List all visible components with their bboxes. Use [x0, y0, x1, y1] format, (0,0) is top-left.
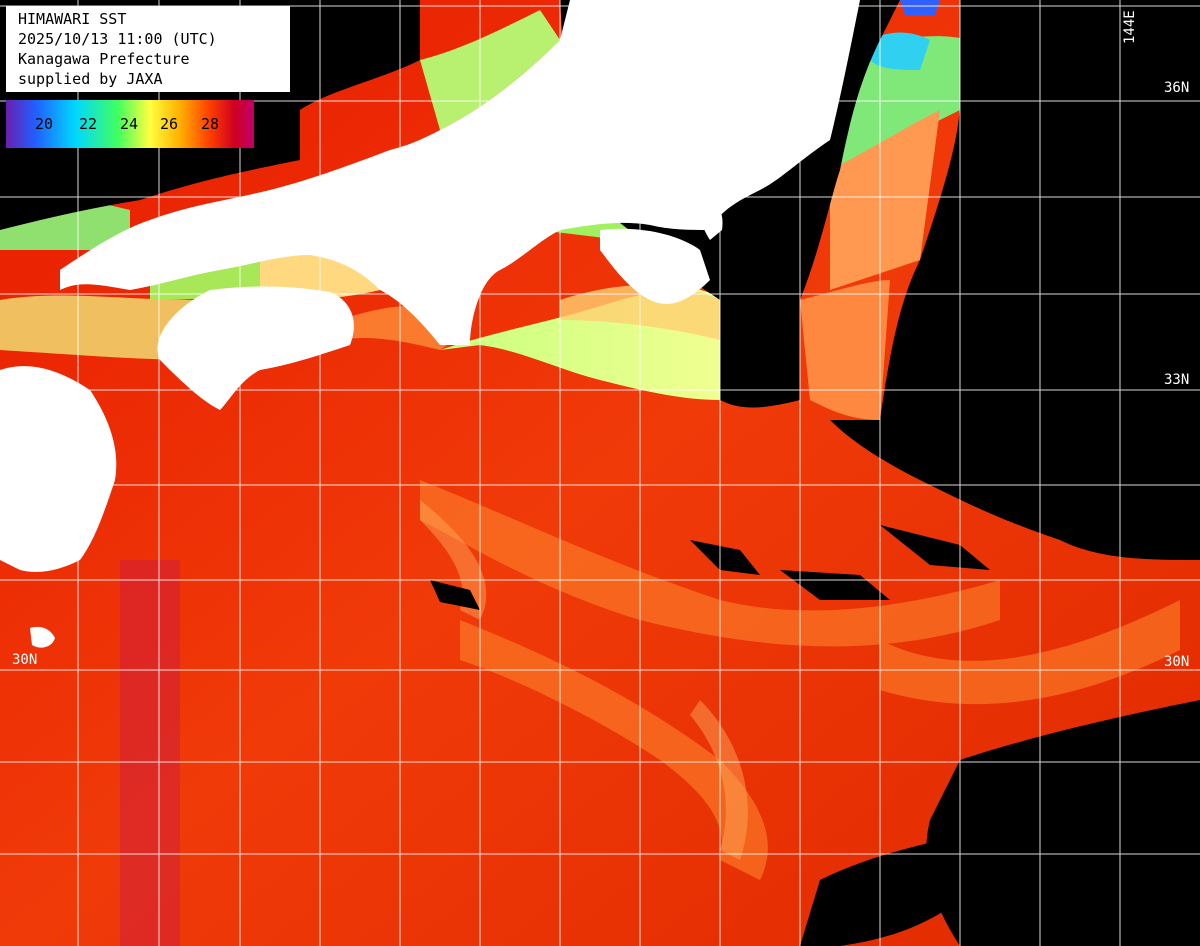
lat-label-30n-right: 30N [1164, 654, 1190, 670]
legend-tick-20: 20 [35, 115, 54, 133]
temperature-legend: 20 22 24 26 28 [6, 100, 254, 148]
lat-label-33n: 33N [1164, 372, 1190, 388]
legend-tick-24: 24 [120, 115, 139, 133]
tanegashima-land [30, 626, 55, 648]
land-mask [0, 0, 860, 648]
lat-label-36n: 36N [1164, 80, 1190, 96]
kii-peninsula-land [600, 228, 710, 304]
observation-datetime: 2025/10/13 11:00 (UTC) [18, 30, 217, 48]
legend-tick-22: 22 [79, 115, 98, 133]
kyushu-land [0, 366, 117, 572]
legend-tick-26: 26 [160, 115, 179, 133]
hot-patch [120, 560, 180, 946]
honshu-land [60, 0, 860, 345]
region-name: Kanagawa Prefecture [18, 50, 190, 68]
legend-tick-28: 28 [201, 115, 220, 133]
info-box: HIMAWARI SST 2025/10/13 11:00 (UTC) Kana… [6, 6, 290, 92]
product-title: HIMAWARI SST [18, 10, 127, 28]
shikoku-land [157, 286, 354, 410]
lat-label-30n-left: 30N [12, 652, 38, 668]
lon-label-144e: 144E [1122, 10, 1138, 44]
legend-color-bar [6, 100, 254, 148]
data-source: supplied by JAXA [18, 70, 163, 88]
sst-filaments [420, 480, 1180, 880]
izu-peninsula-land [699, 199, 723, 240]
